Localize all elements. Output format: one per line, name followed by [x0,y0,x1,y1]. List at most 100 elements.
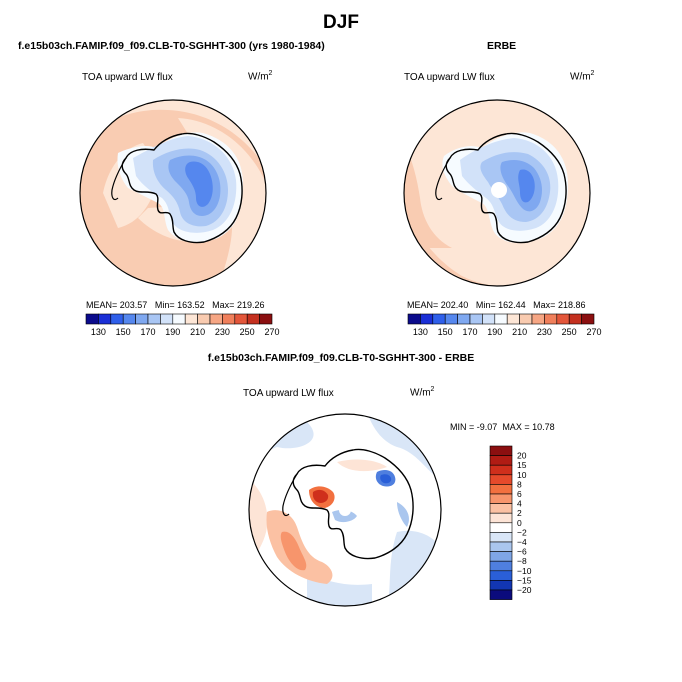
diff-missing-data-hole [339,504,351,516]
diff-colorbar-cell-3 [489,474,513,485]
diff-colorbar-tick-label: 4 [517,499,522,509]
obs-map-border [403,99,591,287]
diff-colorbar-cell-1 [489,455,513,466]
obs-case-label: ERBE [487,40,517,52]
diff-case-label: f.e15b03ch.FAMIP.f09_f09.CLB-T0-SGHHT-30… [207,352,475,364]
model-colorbar-cell-0 [85,313,99,325]
model-colorbar-cell-4 [135,313,149,325]
diff-colorbar-tick-label: 20 [517,451,527,461]
diff-colorbar-tick-label: 6 [517,489,522,499]
model-colorbar-cell-10 [209,313,223,325]
model-units-label: W/m2 [248,70,272,82]
diff-map-border [248,413,442,607]
obs-min-label: Min= [475,300,496,310]
model-max-value: 219.26 [236,300,265,310]
diff-blue-patch-e [397,502,409,527]
model-colorbar-cell-3 [122,313,136,325]
obs-colorbar-cell-0 [407,313,421,325]
model-colorbar-tick-label: 170 [140,327,155,337]
model-colorbar-cell-14 [259,313,273,325]
diff-colorbar-cell-2 [489,464,513,476]
model-ice-field-deepblue [185,161,213,207]
diff-colorbar-cell-8 [489,522,513,533]
obs-units-base: W/m [570,71,591,83]
diff-colorbar-tick-label: 10 [517,470,527,480]
diff-colorbar-cell-9 [489,532,513,543]
diff-colorbar-tick-label: −2 [517,527,527,537]
model-colorbar-cell-2 [110,313,124,325]
obs-min-value: 162.44 [498,300,526,310]
diff-units-base: W/m [410,387,431,399]
diff-pink-patch-n [337,459,387,472]
model-min-value: 163.52 [177,300,205,310]
obs-colorbar-cell-11 [544,313,558,325]
obs-mean-label: MEAN= [407,300,439,310]
diff-colorbar-tick-label: −8 [517,556,527,566]
diff-colorbar-cell-14 [489,580,513,591]
model-colorbar-cell-5 [147,313,161,325]
model-colorbar-tick-label: 250 [240,327,255,337]
obs-colorbar: 130 150 170 190 210 230 250 270 [407,313,602,337]
obs-stats: MEAN= 202.40 Min= 162.44 Max= 218.86 [407,300,585,310]
diff-blue-patch-center [332,509,357,523]
model-colorbar-tick-label: 150 [116,327,131,337]
diff-min-value: -9.07 [476,422,498,432]
obs-colorbar-cell-1 [420,313,434,325]
obs-ice-field-deepblue [518,169,535,203]
diff-variable-label: TOA upward LW flux [243,388,334,399]
diff-colorbar-cell-11 [489,551,513,562]
diff-colorbar-tick-label: 0 [517,518,522,528]
obs-colorbar-cell-14 [581,313,595,325]
diff-warm-core-sw [280,531,307,571]
model-peninsula-coast [111,157,127,201]
obs-coastline [445,132,567,244]
model-colorbar-tick-label: 190 [165,327,180,337]
model-upper-band [80,100,266,168]
obs-colorbar-tick-label: 230 [537,327,552,337]
obs-polar-map [403,99,591,287]
diff-blue-patch-se [387,530,441,606]
model-stats: MEAN= 203.57 Min= 163.52 Max= 219.26 [86,300,264,310]
obs-missing-data-hole [491,182,507,198]
obs-max-label: Max= [533,300,556,310]
obs-colorbar-tick-label: 190 [487,327,502,337]
model-colorbar-cell-1 [98,313,112,325]
model-map-border [79,99,267,287]
diff-min-label: MIN = [450,422,475,432]
diff-colorbar-tick-label: 8 [517,479,522,489]
diff-max-label: MAX = [502,422,530,432]
diff-colorbar-tick-label: −15 [517,575,532,585]
diff-stats: MIN = -9.07 MAX = 10.78 [450,422,555,432]
diff-colorbar-cell-10 [489,541,513,552]
obs-units-label: W/m2 [570,70,594,82]
diff-colorbar-cell-12 [489,560,513,572]
diff-units-exp: 2 [430,386,435,393]
obs-colorbar-cell-12 [556,313,570,325]
obs-colorbar-cell-3 [444,313,458,325]
obs-colorbar-tick-label: 270 [586,327,601,337]
model-colorbar-cell-11 [222,313,236,325]
model-colorbar-ticks: 130 150 170 190 210 230 250 270 [91,327,280,337]
diff-colorbar-cells [489,445,513,600]
model-colorbar-cells [85,313,273,325]
model-mean-label: MEAN= [86,300,118,310]
diff-colorbar-tick-label: −10 [517,566,532,576]
diff-cold-core [380,474,392,484]
obs-colorbar-tick-label: 150 [438,327,453,337]
diff-warm-patch-sw [266,510,333,584]
obs-colorbar-tick-label: 130 [413,327,428,337]
model-min-label: Min= [154,300,175,310]
model-colorbar-cell-13 [246,313,260,325]
model-units-exp: 2 [268,70,273,77]
model-variable-label: TOA upward LW flux [82,72,173,83]
model-right-band [178,118,266,286]
diff-coastline [292,448,414,560]
obs-colorbar-tick-label: 250 [562,327,577,337]
obs-colorbar-cell-5 [469,313,483,325]
model-mean-value: 203.57 [119,300,148,310]
diff-colorbar-tick-label: −20 [517,585,532,595]
model-colorbar-cell-9 [197,313,211,325]
obs-units-exp: 2 [590,70,595,77]
